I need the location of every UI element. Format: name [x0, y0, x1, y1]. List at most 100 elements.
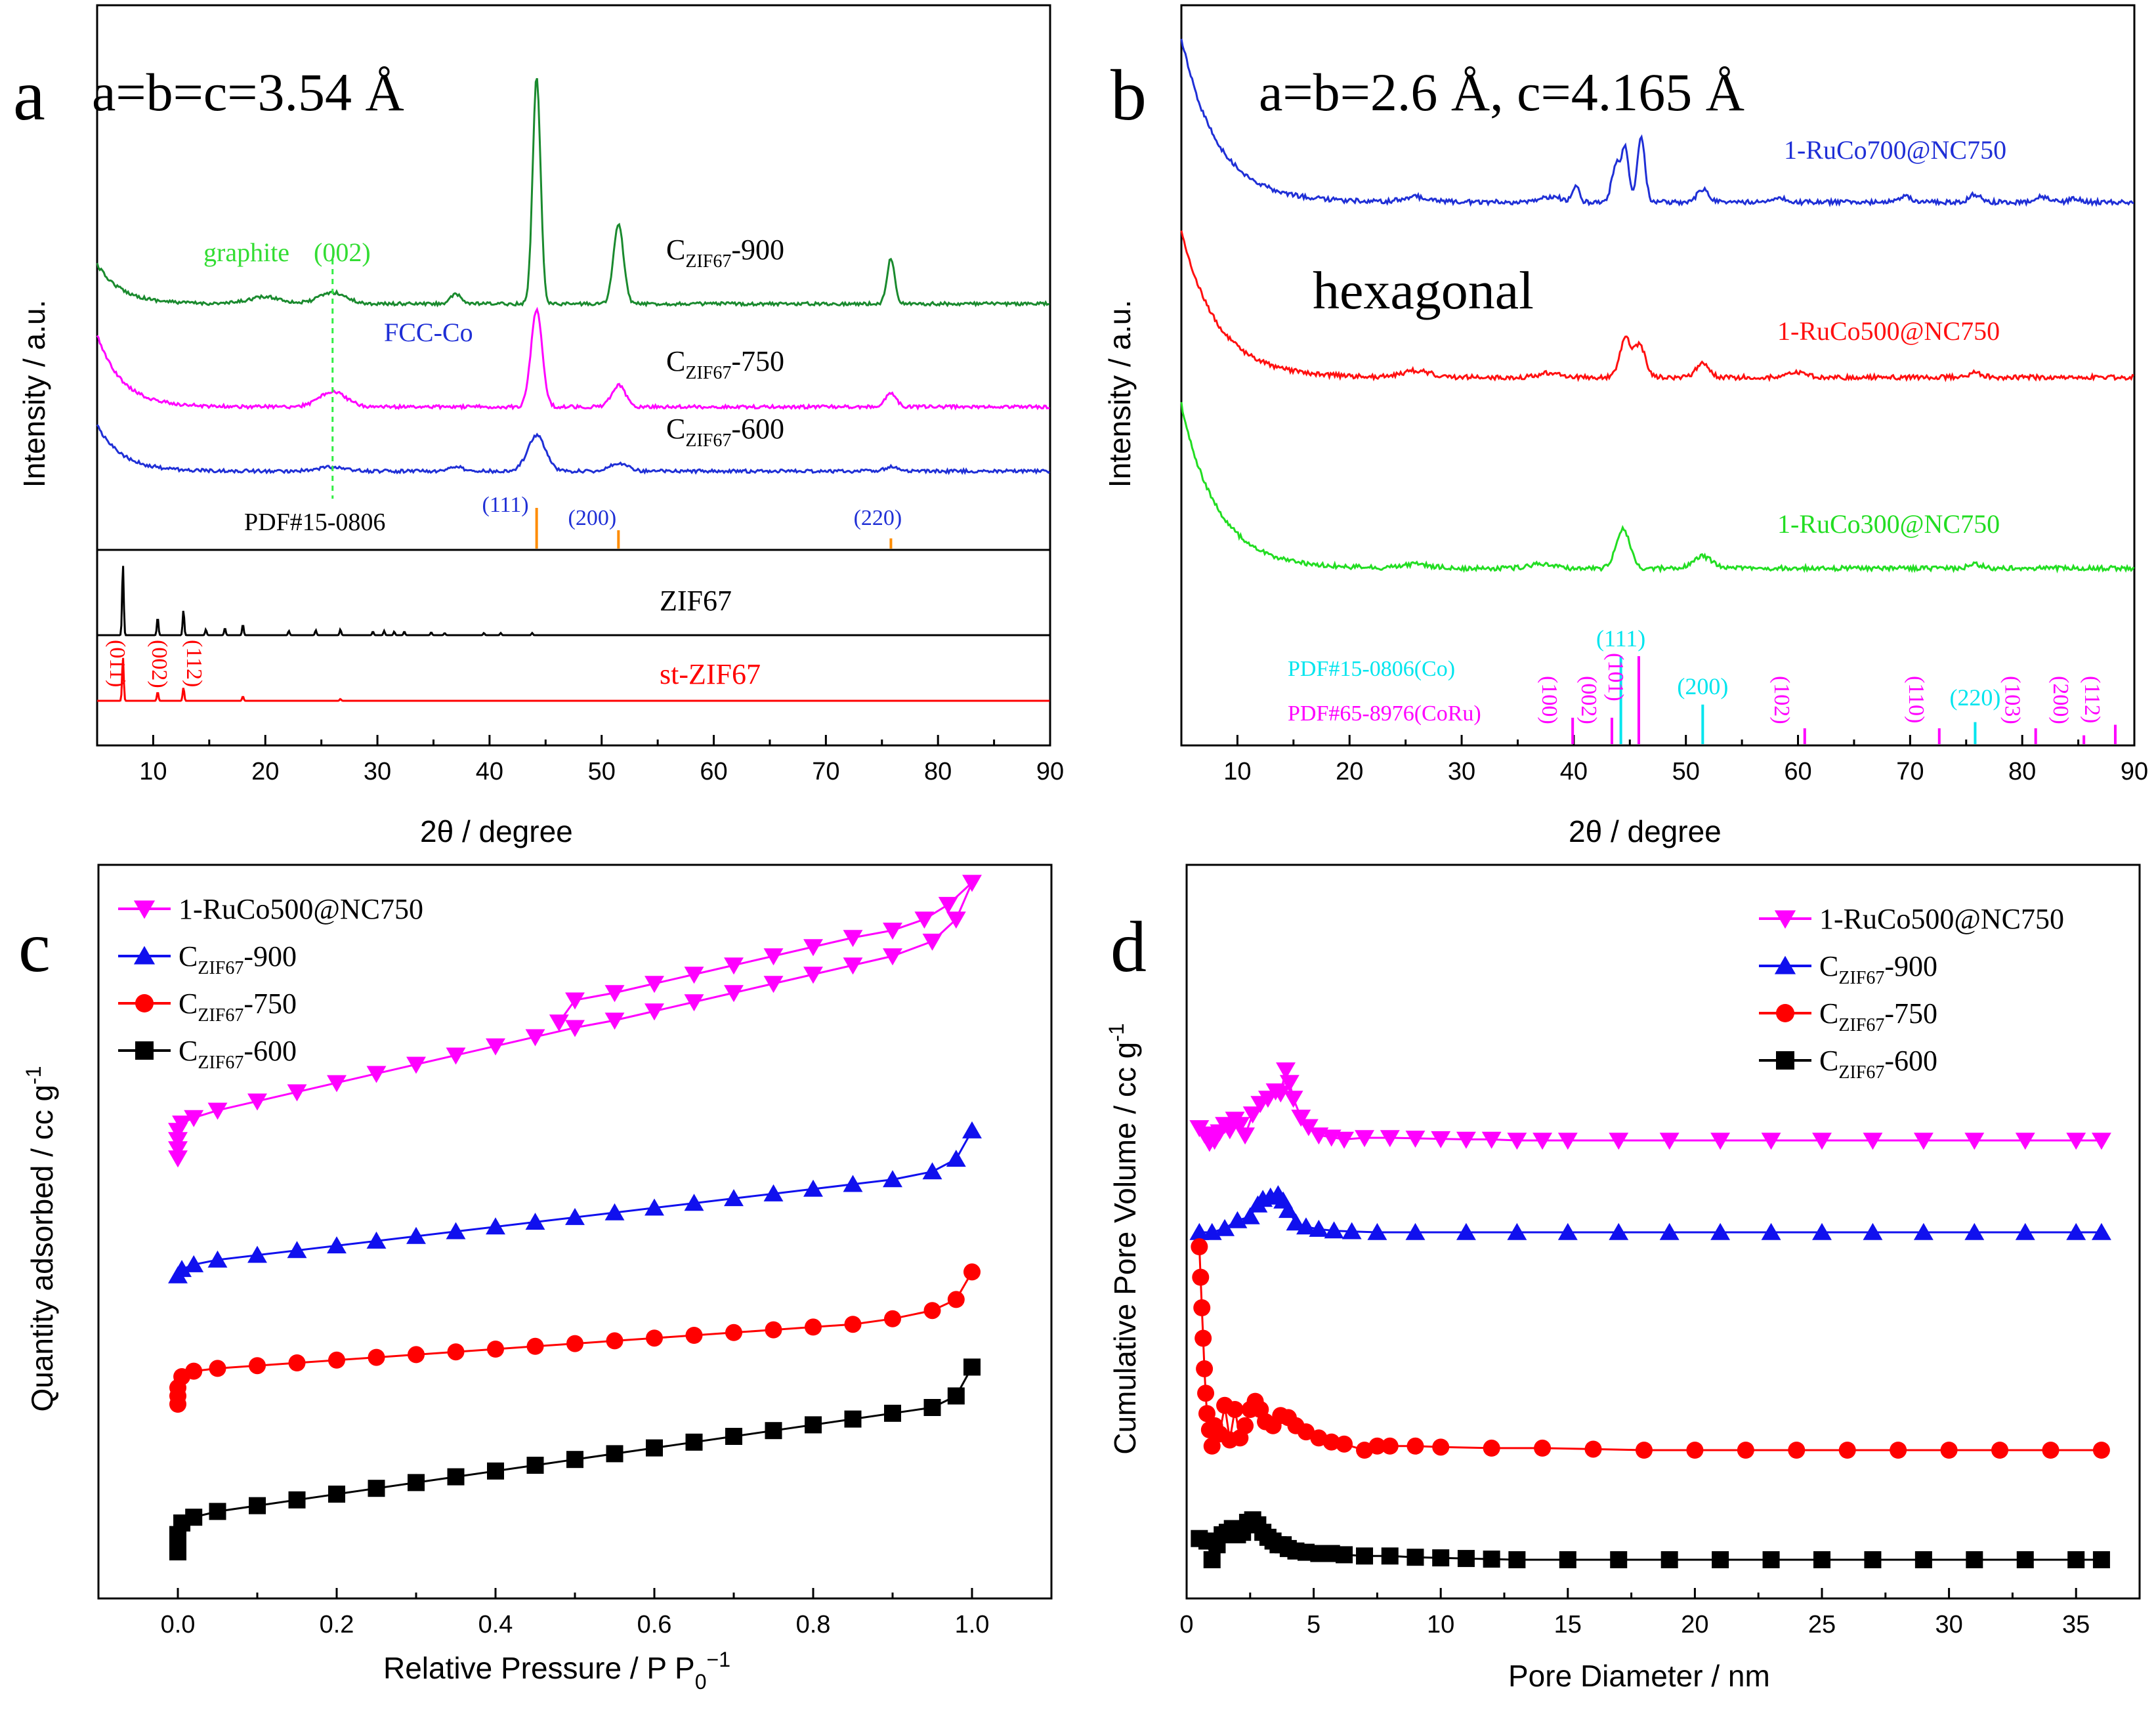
panel-d-xlabel: Pore Diameter / nm [1508, 1659, 1770, 1693]
panel-c-point [646, 1439, 663, 1457]
panel-d-point [2016, 1551, 2034, 1568]
panel-a-x-tick-label: 60 [700, 758, 727, 785]
panel-c-point [645, 1003, 664, 1021]
panel-d-point [1913, 1222, 1934, 1240]
panel-c-point [604, 1203, 625, 1220]
panel-d-point [1276, 1062, 1296, 1080]
panel-d-point [1660, 1551, 1678, 1568]
panel-c-point [883, 948, 902, 966]
panel-c-point [487, 1341, 504, 1358]
panel-a-series-label-part: C [666, 345, 685, 377]
panel-a-series-line [96, 306, 1050, 411]
panel-d-point [1309, 1219, 1329, 1237]
panel-d-point [1279, 1075, 1300, 1093]
panel-a-ref-label: PDF#15-0806 [244, 509, 385, 536]
panel-c-point [684, 967, 704, 984]
panel-b-letter: b [1110, 55, 1147, 135]
panel-d-point [1240, 1207, 1260, 1224]
panel-b-x-tick-label: 90 [2121, 758, 2148, 785]
panel-a-stzif67-hkl: (011) [105, 640, 129, 687]
panel-d-point [1380, 1130, 1400, 1148]
panel-a-series-label-part: C [666, 413, 685, 445]
panel-b-title: a=b=2.6 Å, c=4.165 Å [1259, 62, 1744, 122]
panel-a-zif67-line [97, 566, 1050, 636]
panel-c-point [185, 1362, 203, 1380]
panel-a-graphite-label: graphite [203, 238, 289, 267]
panel-d-point [1710, 1222, 1731, 1240]
panel-c-point [185, 1509, 203, 1526]
panel-d-point [1812, 1133, 1832, 1150]
panel-c-point [884, 1310, 901, 1327]
panel-a-series-label: CZIF67-600 [666, 413, 784, 451]
panel-a-series-label-part: ZIF67 [685, 251, 731, 272]
panel-d-ylabel: Cumulative Pore Volume / cc g-1 [1105, 1023, 1142, 1454]
panel-d-point [2091, 1222, 2111, 1240]
panel-c-point [209, 1360, 226, 1377]
panel-c-point [803, 967, 823, 984]
panel-c-point [288, 1354, 306, 1371]
panel-d-point [2092, 1551, 2110, 1568]
panel-c-xlabel-part: 0 [695, 1670, 707, 1694]
panel-a-x-tick-label: 50 [588, 758, 616, 785]
panel-d-point [1966, 1551, 1983, 1568]
panel-b-series-label: 1-RuCo500@NC750 [1777, 316, 2000, 346]
panel-c-legend-swatch-marker [133, 900, 156, 919]
panel-d-point [1226, 1401, 1244, 1418]
panel-c-point [923, 1399, 941, 1416]
panel-c-point [209, 1503, 226, 1520]
panel-c-point [168, 1132, 188, 1150]
panel-b-x-tick-label: 20 [1336, 758, 1363, 785]
panel-c-point [946, 1150, 966, 1167]
panel-c-point [168, 1141, 188, 1159]
panel-c-point [249, 1497, 266, 1514]
panel-c-point [168, 1150, 188, 1168]
panel-c-point [763, 976, 784, 993]
panel-d-x-tick-label: 20 [1681, 1611, 1708, 1638]
panel-c-x-tick-label: 0.2 [320, 1611, 354, 1638]
panel-d-point [1863, 1222, 1883, 1240]
panel-c-legend-label: 1-RuCo500@NC750 [179, 893, 423, 925]
panel-a-frame [96, 4, 1051, 747]
panel-d-point [1964, 1133, 1985, 1150]
panel-d-point [1296, 1217, 1316, 1235]
panel-c-point [327, 1075, 347, 1093]
panel-c-point [525, 1213, 545, 1230]
panel-d-legend-label-part: ZIF67 [1838, 1015, 1884, 1035]
panel-c-ylabel-part: Quantity adsorbed / cc g [25, 1085, 59, 1412]
panel-d-legend-label-part: C [1819, 1045, 1838, 1077]
panel-c-point [765, 1321, 782, 1339]
panel-c-point [549, 1014, 569, 1032]
panel-d-x-tick-label: 15 [1554, 1611, 1582, 1638]
panel-d-point [1367, 1222, 1387, 1240]
panel-c-point [724, 985, 744, 1003]
panel-c-point [487, 1462, 504, 1480]
panel-c-point [725, 1428, 742, 1445]
panel-d-point [1481, 1131, 1502, 1149]
panel-c-point [914, 911, 935, 929]
panel-c-legend-swatch-marker [135, 994, 154, 1012]
panel-d-legend-label-part: -900 [1884, 950, 1937, 982]
panel-c-point [947, 1387, 965, 1405]
panel-d-legend-label: CZIF67-600 [1819, 1045, 1937, 1083]
panel-d-point [1298, 1119, 1319, 1137]
panel-d-series-line [1198, 1246, 2102, 1451]
panel-d-point [1381, 1547, 1399, 1565]
panel-d-point [1405, 1222, 1426, 1240]
panel-c-point [763, 948, 784, 966]
panel-d-point [1283, 1091, 1303, 1108]
panel-b-x-tick-label: 10 [1223, 758, 1251, 785]
panel-c-point [765, 1422, 782, 1440]
panel-d-legend-label-part: C [1819, 950, 1838, 982]
panel-a-x-tick-label: 20 [251, 758, 279, 785]
panel-a-series-label: CZIF67-900 [666, 234, 784, 272]
panel-c-point [883, 923, 902, 940]
panel-a-ref-hkl: (111) [482, 493, 529, 517]
panel-c-point [685, 1433, 703, 1451]
panel-c-point [884, 1404, 901, 1422]
panel-c-point [922, 933, 942, 951]
panel-b-coru-hkl: (112) [2080, 676, 2104, 723]
panel-b-x-tick-label: 40 [1560, 758, 1588, 785]
panel-b-x-tick-label: 50 [1672, 758, 1700, 785]
panel-c-point [525, 1029, 545, 1047]
panel-c-ylabel: Quantity adsorbed / cc g-1 [22, 1066, 59, 1411]
